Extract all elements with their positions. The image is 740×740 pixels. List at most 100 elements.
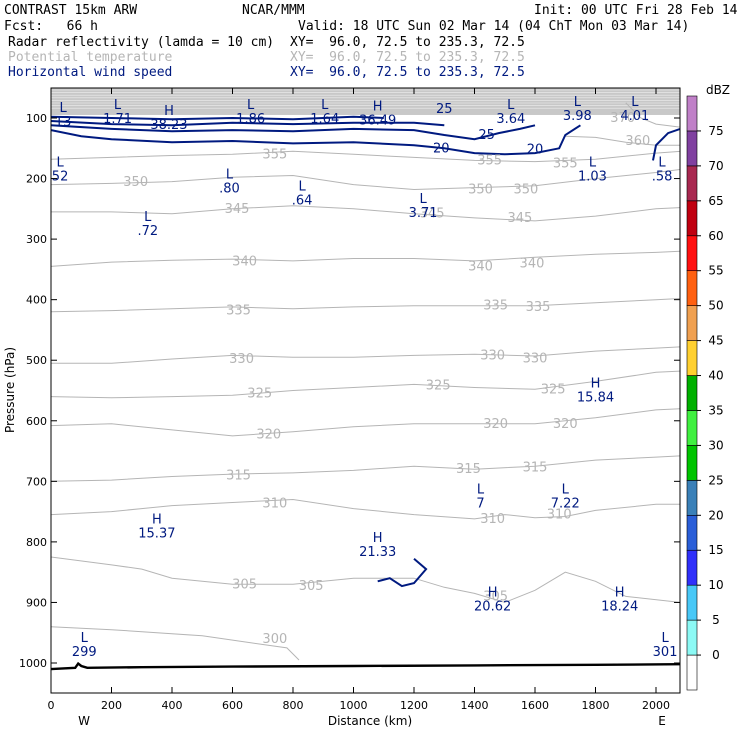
colorbar-swatch <box>686 200 698 237</box>
contour-label: 345 <box>225 202 250 217</box>
extremum-value: 1.71 <box>103 112 132 127</box>
x-end-right-label: E <box>658 714 666 728</box>
extremum-value: 18.24 <box>601 599 638 614</box>
x-end-left-label: W <box>78 714 90 728</box>
contour-label: 355 <box>553 156 578 171</box>
contour-label: 320 <box>256 428 281 443</box>
extremum-value: 3.71 <box>409 206 438 221</box>
theta-contour-320 <box>51 408 680 437</box>
contour-label: 330 <box>229 352 254 367</box>
contour-label: 305 <box>232 577 257 592</box>
colorbar-label: 70 <box>708 159 723 173</box>
extremum-value: 3.98 <box>563 109 592 124</box>
y-tick-label: 800 <box>26 536 47 549</box>
contour-label: 330 <box>523 351 548 366</box>
plot-frame <box>50 87 681 694</box>
field-name-theta: Potential temperature <box>8 50 173 65</box>
colorbar-label: 50 <box>708 299 723 313</box>
extremum-value: 7 <box>476 496 484 511</box>
theta-contour-355 <box>51 150 680 163</box>
x-tick-label: 1000 <box>340 699 368 712</box>
extremum-low-marker: L <box>562 482 570 497</box>
colorbar-label: 45 <box>708 334 723 348</box>
theta-contour-345 <box>51 205 680 222</box>
extremum-value: 13 <box>55 115 72 130</box>
y-tick-label: 100 <box>26 112 47 125</box>
colorbar-label: 30 <box>708 438 723 452</box>
colorbar-swatch <box>686 165 698 202</box>
extremum-low-marker: L <box>59 101 67 116</box>
colorbar-label: 0 <box>712 648 720 662</box>
extremum-value: .64 <box>292 194 313 209</box>
valid-time: Valid: 18 UTC Sun 02 Mar 14 (04 ChT Mon … <box>298 19 690 34</box>
contour-label: 330 <box>480 348 505 363</box>
contour-label: 340 <box>520 256 545 271</box>
colorbar-label: 25 <box>708 473 723 487</box>
extremum-value: 1.86 <box>236 112 265 127</box>
extremum-low-marker: L <box>658 155 666 170</box>
wind-contour-20 <box>51 124 581 156</box>
extremum-value: 4.01 <box>620 109 649 124</box>
contour-label: 20 <box>433 141 450 156</box>
contour-label: 305 <box>299 579 324 594</box>
extremum-low-marker: L <box>507 98 515 113</box>
colorbar-swatch <box>686 375 698 411</box>
x-axis-title: Distance (km) <box>328 714 412 728</box>
extremum-value: 20.62 <box>474 599 511 614</box>
colorbar-label: 15 <box>708 543 723 557</box>
theta-contour-300 <box>51 626 300 661</box>
contour-label: 345 <box>507 211 532 226</box>
extremum-value: 7.22 <box>551 496 580 511</box>
y-tick-label: 500 <box>26 354 47 367</box>
extremum-high-marker: H <box>488 585 498 600</box>
extremum-low-marker: L <box>56 155 64 170</box>
wind-contour-30 <box>51 120 445 127</box>
extremum-value: 36.49 <box>359 114 396 129</box>
extremum-value: 1.64 <box>310 112 339 127</box>
extremum-value: .80 <box>219 182 240 197</box>
wind-contour-20 <box>652 127 680 161</box>
extremum-value: 15.84 <box>577 390 614 405</box>
extremum-value: 3.64 <box>496 112 525 127</box>
theta-contour-310 <box>51 498 680 520</box>
colorbar-swatch <box>686 619 698 656</box>
y-tick-label: 200 <box>26 173 47 186</box>
colorbar-swatch <box>686 340 698 376</box>
theta-contour-325 <box>51 370 680 399</box>
x-tick-label: 2000 <box>642 699 670 712</box>
y-tick-label: 300 <box>26 233 47 246</box>
field-xy-reflectivity: XY= 96.0, 72.5 to 235.3, 72.5 <box>290 35 525 50</box>
extremum-high-marker: H <box>373 531 383 546</box>
field-name-reflectivity: Radar reflectivity (lamda = 10 cm) <box>8 35 275 50</box>
contour-label: 310 <box>480 512 505 527</box>
contour-label: 355 <box>477 153 502 168</box>
extremum-value: 301 <box>653 645 678 660</box>
colorbar-unit: dBZ <box>706 83 730 97</box>
colorbar-swatch <box>686 584 698 621</box>
y-tick-label: 1000 <box>19 657 47 670</box>
x-tick-label: 0 <box>48 699 55 712</box>
contour-label: 315 <box>523 460 548 475</box>
colorbar-swatch <box>686 235 698 272</box>
x-tick-label: 1800 <box>582 699 610 712</box>
extremum-value: 1.03 <box>578 169 607 184</box>
wind-contour-25 <box>51 124 536 141</box>
colorbar-swatch <box>686 480 698 516</box>
extremum-low-marker: L <box>247 98 255 113</box>
contour-label: 320 <box>483 417 508 432</box>
y-tick-label: 600 <box>26 415 47 428</box>
wind-contour-20 <box>377 558 428 588</box>
theta-contour-340 <box>51 250 680 267</box>
y-tick-label: 700 <box>26 475 47 488</box>
extremum-value: 15.37 <box>138 527 175 542</box>
extremum-value: .72 <box>137 224 158 239</box>
contour-label: 315 <box>456 462 481 477</box>
colorbar-swatch <box>686 549 698 586</box>
contour-label: 325 <box>541 382 566 397</box>
extremum-low-marker: L <box>574 95 582 110</box>
colorbar-swatch <box>686 445 698 481</box>
extremum-low-marker: L <box>114 98 122 113</box>
contour-label: 335 <box>226 304 251 319</box>
contour-label: 350 <box>468 182 493 197</box>
